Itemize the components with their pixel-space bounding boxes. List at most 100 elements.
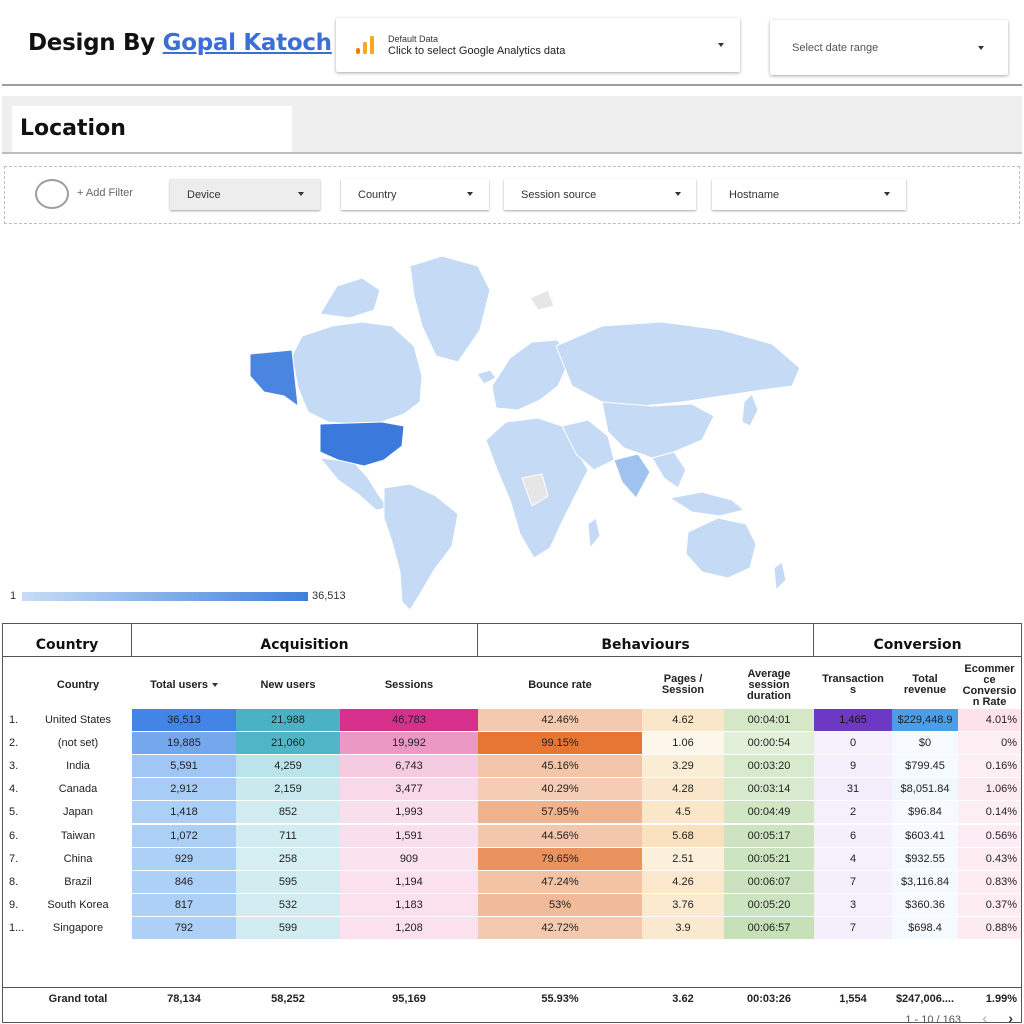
cell-pages: 3.9 — [642, 916, 724, 939]
hostname-filter[interactable]: Hostname — [712, 179, 906, 210]
cell-revenue: $360.36 — [892, 893, 958, 916]
cell-duration: 00:00:54 — [724, 732, 814, 755]
cell-pages: 3.29 — [642, 755, 724, 778]
cell-bounce: 44.56% — [478, 824, 642, 847]
header-sessions-label: Sessions — [384, 679, 434, 691]
cell-pages: 2.51 — [642, 847, 724, 870]
cell-sessions: 6,743 — [340, 755, 478, 778]
filter-toggle-icon[interactable] — [35, 179, 69, 209]
region-alaska — [249, 349, 299, 408]
header-avg-duration[interactable]: Average session duration — [724, 669, 814, 702]
cell-transactions: 6 — [814, 824, 892, 847]
header-new-users[interactable]: New users — [236, 680, 340, 691]
section-title: Location — [20, 116, 126, 141]
table-row[interactable]: 4. Canada 2,912 2,159 3,477 40.29% 4.28 00:03:1… — [3, 778, 1021, 801]
header-bounce-rate[interactable]: Bounce rate — [478, 680, 642, 691]
table-row[interactable]: 1. United States 36,513 21,988 46,783 42.46% 4… — [3, 709, 1021, 732]
header-pages-session[interactable]: Pages / Session — [642, 674, 724, 696]
cell-revenue: $698.4 — [892, 916, 958, 939]
filter-bar: + Add Filter Device Country Session sour… — [4, 166, 1020, 224]
cell-country: (not set) — [57, 737, 99, 750]
cell-idx: 2. — [9, 737, 19, 750]
add-filter-button[interactable]: + Add Filter — [77, 187, 133, 199]
table-row[interactable]: 3. India 5,591 4,259 6,743 45.16% 3.29 00:03:20… — [3, 755, 1021, 778]
cell-transactions: 3 — [814, 893, 892, 916]
header-avg-line2: session — [748, 679, 790, 691]
cell-duration: 00:04:01 — [724, 709, 814, 731]
table-row[interactable]: 8. Brazil 846 595 1,194 47.24% 4.26 00:06:07 7 $3… — [3, 870, 1021, 894]
cell-idx: 7. — [9, 852, 19, 865]
chevron-down-icon — [884, 192, 890, 196]
session-source-filter[interactable]: Session source — [504, 179, 696, 210]
cell-duration: 00:05:17 — [724, 824, 814, 847]
cell-users: 19,885 — [132, 732, 236, 755]
cell-revenue: $3,116.84 — [892, 870, 958, 893]
header-transactions[interactable]: Transaction s — [814, 674, 892, 696]
world-map[interactable] — [2, 226, 1022, 618]
cell-country: Singapore — [52, 921, 104, 934]
geo-map[interactable]: 1 36,513 — [2, 226, 1022, 618]
cell-bounce: 57.95% — [478, 801, 642, 824]
cell-idx: 5. — [9, 806, 19, 819]
hostname-filter-label: Hostname — [729, 189, 780, 201]
cell-sessions: 1,194 — [340, 870, 478, 893]
header-trans-line1: Transaction — [822, 673, 884, 685]
country-table: Country Acquisition Behaviours Conversio… — [2, 623, 1022, 1024]
cell-bounce: 40.29% — [478, 778, 642, 801]
total-new-users: 58,252 — [271, 993, 305, 1005]
cell-sessions: 1,993 — [340, 801, 478, 824]
author-link[interactable]: Gopal Katoch — [162, 30, 332, 56]
region-new-zealand — [773, 561, 787, 592]
table-row[interactable]: 6. Taiwan 1,072 711 1,591 44.56% 5.68 00:05:17 6… — [3, 824, 1021, 848]
chevron-down-icon — [298, 192, 304, 196]
cell-transactions: 2 — [814, 801, 892, 824]
cell-pages: 4.26 — [642, 870, 724, 893]
header-total-revenue[interactable]: Total revenue — [892, 674, 958, 696]
table-row[interactable]: 2. (not set) 19,885 21,060 19,992 99.15% 1.06 0… — [3, 732, 1021, 755]
device-filter[interactable]: Device — [170, 179, 320, 210]
section-band: Location — [2, 96, 1022, 154]
region-no-data-1 — [521, 473, 549, 507]
previous-page-icon[interactable]: ‹ — [982, 1010, 987, 1024]
group-conversion: Conversion — [873, 637, 962, 653]
cell-users: 1,072 — [132, 824, 236, 847]
cell-pages: 3.76 — [642, 893, 724, 916]
header-total-users-label: Total users — [150, 679, 208, 691]
header-avg-line1: Average — [747, 668, 791, 680]
table-row[interactable]: 1... Singapore 792 599 1,208 42.72% 3.9 00:06:5… — [3, 916, 1021, 940]
cell-users: 792 — [132, 916, 236, 939]
cell-idx: 1. — [9, 714, 19, 726]
table-row[interactable]: 5. Japan 1,418 852 1,993 57.95% 4.5 00:04:49 2 $9… — [3, 801, 1021, 824]
analytics-bar-icon — [356, 36, 374, 54]
cell-idx: 4. — [9, 783, 19, 796]
total-conversion: 1.99% — [985, 993, 1017, 1005]
cell-sessions: 1,591 — [340, 824, 478, 847]
region-india — [613, 453, 651, 499]
header-ecommerce-conversion[interactable]: Ecommer ce Conversio n Rate — [958, 664, 1021, 708]
table-row[interactable]: 9. South Korea 817 532 1,183 53% 3.76 00:05:20 3… — [3, 893, 1021, 917]
date-range-selector[interactable]: Select date range — [770, 20, 1008, 75]
cell-new-users: 2,159 — [236, 778, 340, 801]
data-source-selector[interactable]: Default Data Click to select Google Anal… — [336, 18, 740, 72]
country-filter[interactable]: Country — [341, 179, 489, 210]
cell-revenue: $603.41 — [892, 824, 958, 847]
cell-sessions: 46,783 — [340, 709, 478, 731]
header-sessions[interactable]: Sessions — [340, 680, 478, 691]
header-country[interactable]: Country — [43, 680, 113, 691]
chevron-down-icon — [718, 43, 724, 47]
cell-revenue: $8,051.84 — [892, 778, 958, 801]
total-sessions: 95,169 — [392, 993, 426, 1005]
region-southeast-asia — [651, 451, 687, 489]
cell-bounce: 45.16% — [478, 755, 642, 778]
device-filter-label: Device — [187, 189, 221, 201]
table-row[interactable]: 7. China 929 258 909 79.65% 2.51 00:05:21 4 $932.… — [3, 847, 1021, 871]
next-page-icon[interactable]: › — [1008, 1010, 1013, 1024]
header-ecom-line4: n Rate — [972, 696, 1007, 708]
group-acquisition: Acquisition — [132, 624, 478, 657]
region-russia — [555, 321, 801, 407]
cell-new-users: 21,060 — [236, 732, 340, 755]
cell-idx: 3. — [9, 760, 19, 773]
header-total-users[interactable]: Total users — [132, 680, 236, 691]
cell-country: South Korea — [47, 898, 109, 911]
cell-idx: 1... — [9, 921, 25, 934]
